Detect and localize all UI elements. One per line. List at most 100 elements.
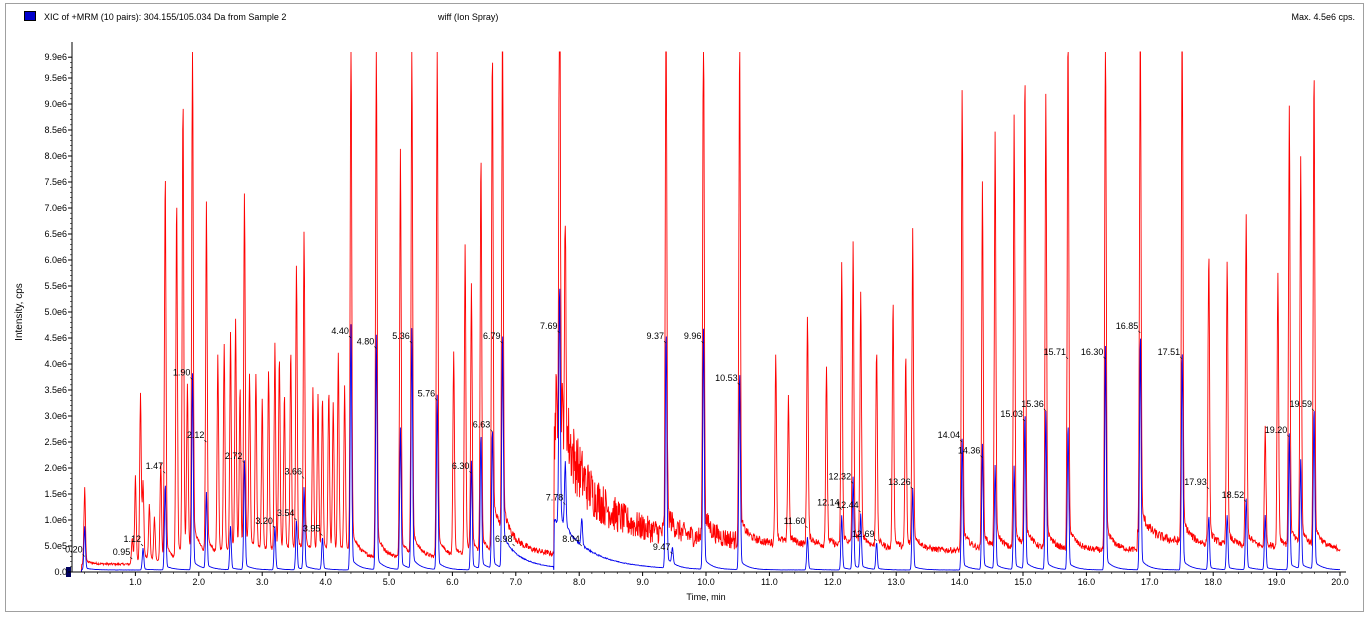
peak-label-leader [490,429,493,432]
peak-label: 12.44 [836,500,859,510]
peak-label-leader [858,509,861,513]
plot-area [72,52,1340,572]
peak-label-leader [557,330,560,334]
x-tick-label: 9.0 [636,577,649,587]
peak-label: 15.03 [1000,409,1023,419]
x-tick-label: 11.0 [761,577,778,587]
peak-label: 1.47 [146,461,164,471]
y-tick-label: 3.5e6 [44,385,67,395]
max-label: Max. 4.5e6 cps. [1291,12,1355,22]
peak-label: 12.14 [817,498,840,508]
peak-label: 10.53 [715,373,738,383]
peak-label-leader [1138,330,1141,334]
peak-label: 1.90 [173,368,191,378]
x-tick-label: 15.0 [1014,577,1032,587]
x-tick-label: 20.0 [1331,577,1349,587]
y-tick-label: 6.0e6 [44,255,67,265]
x-tick-label: 13.0 [887,577,905,587]
peak-label: 9.47 [653,542,671,552]
peak-label-leader [320,533,323,536]
peak-label: 0.95 [113,547,131,557]
peak-label: 19.59 [1289,399,1312,409]
peak-label: 18.52 [1222,490,1245,500]
y-axis-label: Intensity, cps [14,283,25,341]
y-tick-label: 3.0e6 [44,411,67,421]
peak-label-leader [469,470,472,474]
series-line [72,51,1341,573]
peak-label: 15.36 [1021,399,1044,409]
y-tick-label: 5.0e5 [44,541,67,551]
peak-label: 2.72 [225,451,243,461]
peak-label: 5.76 [418,388,436,398]
peak-label-leader [242,460,245,464]
chart-title: XIC of +MRM (10 pairs): 304.155/105.034 … [44,12,287,22]
y-tick-label: 9.5e6 [44,73,67,83]
peak-label: 6.98 [495,534,513,544]
peak-label-leader [670,551,673,555]
series-line [72,288,1341,573]
peak-label-leader [130,556,133,560]
peak-label-leader [737,382,740,386]
peak-label: 3.66 [285,466,303,476]
plot-background [72,52,1340,572]
legend-swatch [24,11,36,21]
peak-label-leader [204,439,207,443]
y-tick-label: 5.5e6 [44,281,67,291]
peak-label: 1.12 [123,534,141,544]
peak-label-leader [805,525,808,529]
peak-label-leader [1022,418,1026,422]
peak-label-leader [579,543,582,547]
peak-label-leader [839,507,842,510]
peak-label: 3.20 [255,516,273,526]
y-tick-label: 2.0e6 [44,463,67,473]
peak-label-leader [500,340,503,344]
peak-label: 17.93 [1184,477,1207,487]
peak-label-leader [1311,408,1315,412]
peak-label: 7.69 [540,321,558,331]
y-tick-label: 2.5e6 [44,437,67,447]
peak-label: 6.30 [452,461,470,471]
x-tick-label: 8.0 [573,577,586,587]
peak-label: 5.36 [392,331,410,341]
peak-label-leader [1065,356,1069,360]
peak-label: 2.12 [187,430,205,440]
peak-label-leader [409,340,413,344]
x-tick-label: 17.0 [1141,577,1159,587]
peak-label-leader [563,502,566,505]
x-tick-label: 10.0 [697,577,715,587]
x-axis-label: Time, min [686,592,725,602]
y-tick-label: 9.9e6 [44,52,67,62]
peak-label-leader [850,481,854,484]
y-tick-label: 8.5e6 [44,125,67,135]
peak-label-leader [1043,408,1047,412]
x-tick-label: 6.0 [446,577,459,587]
peak-label-leader [374,346,377,349]
peak-label: 9.96 [684,331,702,341]
peak-label-leader [294,517,297,521]
peak-label: 6.63 [473,420,491,430]
peak-label-leader [910,486,913,490]
x-tick-label: 7.0 [510,577,523,587]
peak-label-leader [348,335,352,339]
peak-label: 16.85 [1116,321,1139,331]
y-tick-label: 1.5e6 [44,489,67,499]
peak-label: 14.04 [938,430,961,440]
peak-label-leader [1179,356,1183,360]
x-tick-label: 12.0 [824,577,842,587]
x-tick-label: 18.0 [1204,577,1222,587]
peak-label: 12.69 [852,529,875,539]
peak-label-leader [434,398,438,401]
x-tick-label: 4.0 [319,577,332,587]
y-tick-label: 8.0e6 [44,151,67,161]
peak-label: 0.20 [65,544,83,554]
peak-label: 7.78 [546,492,564,502]
y-tick-label: 4.5e6 [44,333,67,343]
y-tick-label: 5.0e6 [44,307,67,317]
peak-label: 14.36 [958,446,981,456]
peak-label-leader [140,543,144,547]
peak-label: 9.37 [647,331,665,341]
peak-label: 11.60 [784,516,806,526]
source-label: wiff (Ion Spray) [438,12,499,22]
y-tick-label: 4.0e6 [44,359,67,369]
x-tick-label: 16.0 [1078,577,1096,587]
